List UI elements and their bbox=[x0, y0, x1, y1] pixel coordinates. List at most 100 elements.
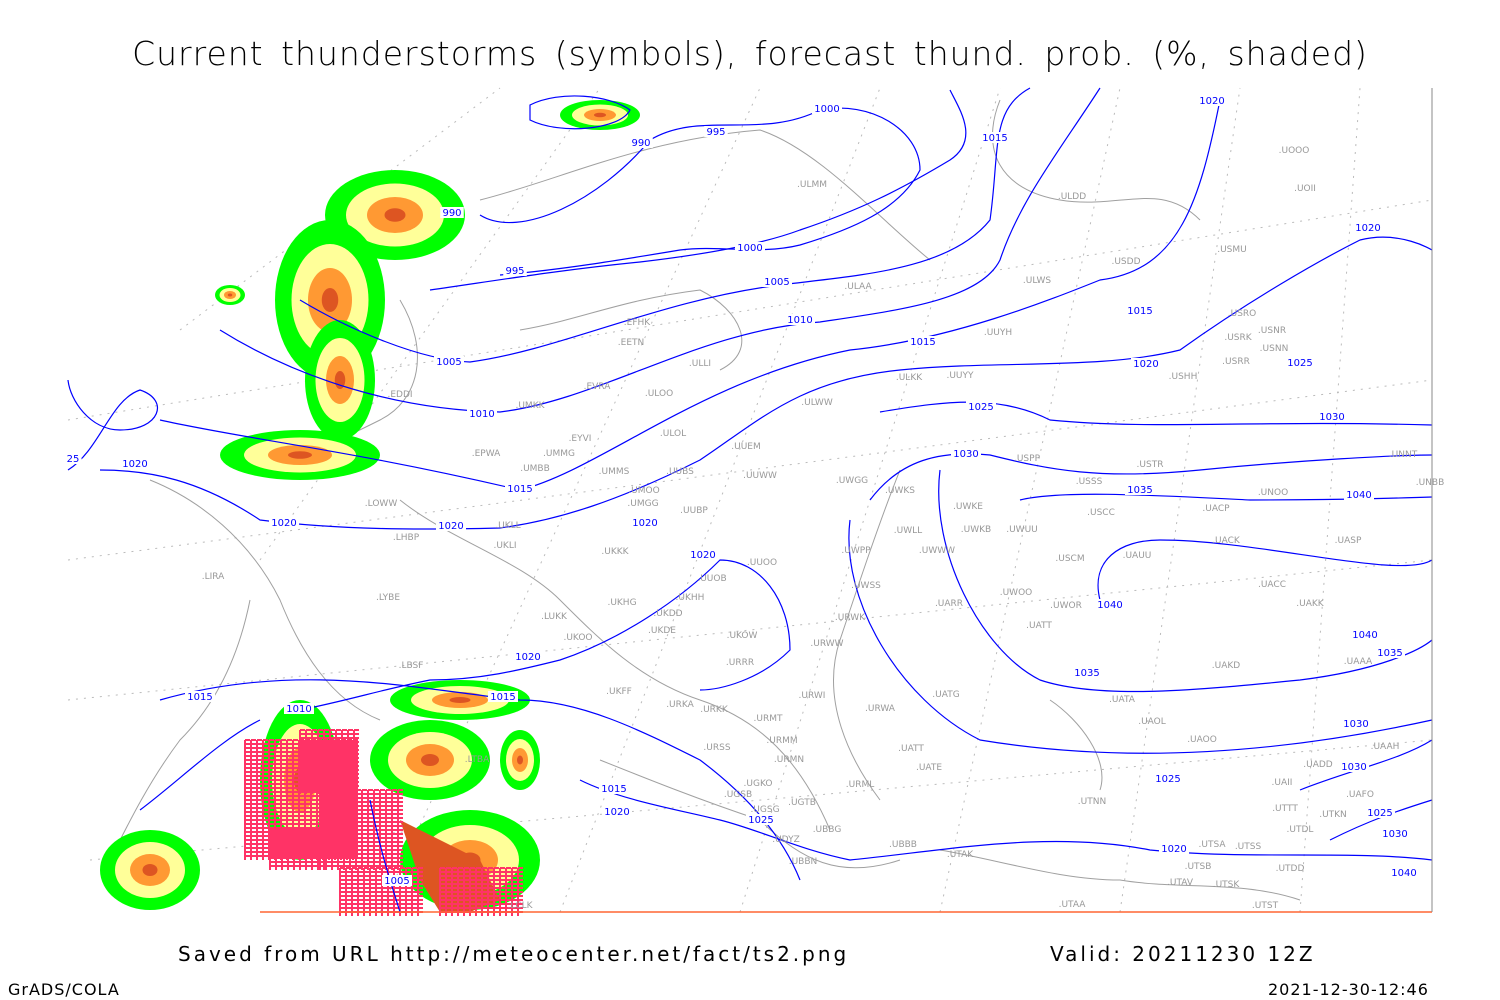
thunderstorm-symbol bbox=[317, 837, 323, 846]
thunderstorm-symbol bbox=[274, 747, 280, 756]
thunderstorm-symbol bbox=[298, 803, 304, 812]
thunderstorm-symbol bbox=[511, 875, 517, 884]
thunderstorm-symbol bbox=[293, 845, 299, 854]
isobar-line bbox=[369, 799, 401, 913]
thunderstorm-symbol bbox=[304, 803, 310, 812]
station-label: .ULWS bbox=[1023, 276, 1052, 286]
thunderstorm-symbol bbox=[345, 875, 351, 884]
isobar-label: 1040 bbox=[1346, 490, 1371, 501]
isobar-line bbox=[159, 679, 801, 881]
thunderstorm-symbol bbox=[262, 739, 268, 748]
thunderstorm-symbol bbox=[287, 837, 293, 846]
thunderstorm-symbol bbox=[250, 771, 256, 780]
thunderstorm-symbol bbox=[274, 803, 280, 812]
isobar-label: 1035 bbox=[1377, 648, 1402, 659]
thunderstorm-symbol bbox=[250, 835, 256, 844]
thunderstorm-symbol bbox=[337, 797, 343, 806]
thunderstorm-symbol bbox=[349, 813, 355, 822]
isobar-label-bg bbox=[488, 691, 518, 702]
thunderstorm-symbol bbox=[475, 875, 481, 884]
isobar-line bbox=[479, 107, 921, 276]
thunderstorm-symbol bbox=[493, 891, 499, 900]
thunderstorm-symbol bbox=[391, 797, 397, 806]
thunderstorm-symbol bbox=[274, 779, 280, 788]
thunderstorm-symbol bbox=[397, 837, 403, 846]
thunderstorm-symbol bbox=[274, 739, 280, 748]
thunderstorm-symbol bbox=[250, 795, 256, 804]
thunderstorm-symbol bbox=[361, 845, 367, 854]
station-label: .LOWW bbox=[365, 499, 398, 509]
station-label: .UUOO bbox=[747, 558, 777, 568]
thunderstorm-symbol bbox=[339, 899, 345, 908]
isobar-label-bg bbox=[503, 265, 527, 276]
thunderstorm-symbol bbox=[323, 837, 329, 846]
station-label: .UTSK bbox=[1213, 880, 1241, 890]
thunderstorm-symbol bbox=[343, 805, 349, 814]
station-label: .UTDD bbox=[1276, 864, 1305, 874]
thunderstorm-symbol bbox=[280, 771, 286, 780]
isobar-label: 1030 bbox=[953, 449, 978, 460]
thunderstorm-symbol bbox=[311, 753, 317, 762]
isobar-label-bg bbox=[1072, 667, 1102, 678]
thunderstorm-symbol bbox=[329, 737, 335, 746]
thunderstorm-symbol bbox=[469, 899, 475, 908]
thunderstorm-symbol bbox=[347, 737, 353, 746]
station-label: .USCM bbox=[1055, 554, 1084, 564]
thunderstorm-symbol bbox=[339, 875, 345, 884]
thunderstorm-symbol bbox=[397, 797, 403, 806]
thunderstorm-symbol bbox=[244, 755, 250, 764]
isobars bbox=[67, 87, 1433, 913]
thunderstorm-symbol bbox=[385, 797, 391, 806]
station-label: .UMOO bbox=[628, 486, 659, 496]
station-label: .UATA bbox=[1109, 695, 1136, 705]
thunderstorm-symbol bbox=[385, 837, 391, 846]
isobar-line bbox=[219, 87, 1101, 413]
station-label: .UWWW bbox=[919, 546, 955, 556]
station-label: .UASP bbox=[1335, 536, 1362, 546]
thunderstorm-symbol bbox=[305, 837, 311, 846]
thunderstorm-symbol bbox=[287, 853, 293, 862]
thunderstorm-symbol bbox=[310, 819, 316, 828]
thunderstorm-symbol bbox=[469, 875, 475, 884]
thunderstorm-symbol bbox=[244, 787, 250, 796]
thunderstorm-symbol bbox=[463, 891, 469, 900]
thunderstorm-symbol bbox=[275, 853, 281, 862]
thunderstorm-symbol bbox=[373, 789, 379, 798]
thunderstorm-symbol bbox=[357, 867, 363, 876]
thunderstorm-symbol bbox=[353, 745, 359, 754]
thunderstorm-symbol bbox=[298, 795, 304, 804]
station-label: .UNNT bbox=[1389, 450, 1418, 460]
station-label: .UTSB bbox=[1185, 862, 1212, 872]
thunderstorm-symbol bbox=[481, 883, 487, 892]
thunderstorm-symbol bbox=[262, 779, 268, 788]
thunderstorm-symbol bbox=[517, 883, 523, 892]
thunderstorm-symbol bbox=[353, 761, 359, 770]
station-label: .UKLL bbox=[495, 521, 520, 531]
station-label: .USMU bbox=[1217, 245, 1247, 255]
station-label: .UATE bbox=[916, 763, 942, 773]
border-line bbox=[479, 129, 931, 261]
station-label: .EVRA bbox=[584, 382, 612, 392]
thunderstorm-symbol bbox=[369, 875, 375, 884]
station-label: .USTR bbox=[1137, 460, 1164, 470]
station-label: .URKK bbox=[700, 705, 729, 715]
station-label: .ULKK bbox=[896, 373, 923, 383]
thunderstorm-symbol bbox=[256, 787, 262, 796]
thunderstorm-symbol bbox=[475, 883, 481, 892]
station-label: .EFHK bbox=[624, 318, 651, 328]
isobar-label: 1030 bbox=[1319, 412, 1344, 423]
thunderstorm-symbol bbox=[355, 845, 361, 854]
thunderstorm-symbol bbox=[451, 875, 457, 884]
thunderstorm-symbol bbox=[481, 899, 487, 908]
thunderstorm-symbol bbox=[355, 797, 361, 806]
thunderstorm-symbol bbox=[363, 867, 369, 876]
thunderstorm-symbol bbox=[363, 891, 369, 900]
border-line bbox=[149, 479, 381, 721]
station-label: .UAAA bbox=[1344, 657, 1373, 667]
station-label: .URWA bbox=[865, 704, 896, 714]
isobar-line bbox=[1097, 539, 1433, 601]
isobar-line bbox=[299, 559, 791, 711]
isobar-line bbox=[529, 95, 631, 130]
station-label: .UAKK bbox=[1296, 599, 1325, 609]
isobar-label: 1040 bbox=[1097, 600, 1122, 611]
